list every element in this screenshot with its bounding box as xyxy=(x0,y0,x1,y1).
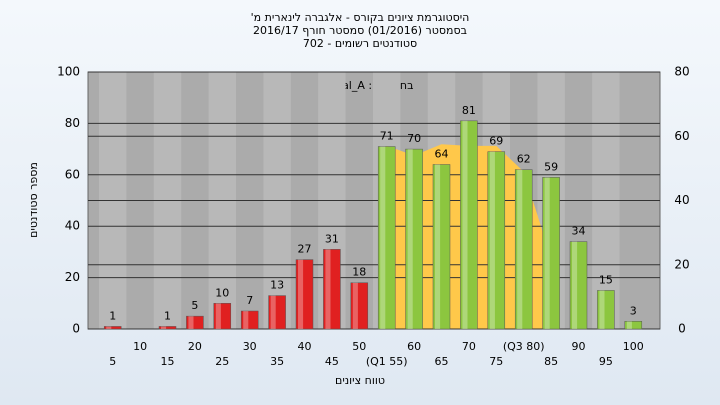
x-tick-label: 45 xyxy=(325,355,339,368)
bar xyxy=(377,146,396,330)
bar xyxy=(542,177,560,330)
bar-shine xyxy=(188,316,194,329)
x-tick-label: 70 xyxy=(462,340,476,353)
x-tick-label: 85 xyxy=(544,355,558,368)
bar xyxy=(103,326,122,330)
chart-subtitle: בסמסטר (01/2016) סמסטר חורף 2016/17 xyxy=(253,24,467,37)
bar-shine xyxy=(161,326,167,329)
x-tick-label: 5 xyxy=(109,355,116,368)
y2-tick-label: 0 xyxy=(678,322,686,336)
bar-shine xyxy=(572,241,578,329)
bar-shine xyxy=(544,177,550,329)
value-label: 10 xyxy=(215,286,229,299)
chart-title: היסטוגרמת ציונים בקורס - אלגברה לינארית … xyxy=(251,11,470,24)
bar xyxy=(213,303,232,330)
x-tick-label: 25 xyxy=(215,355,229,368)
bar xyxy=(624,321,643,330)
x-tick-label: 40 xyxy=(298,340,312,353)
value-label: 81 xyxy=(462,104,476,117)
bar xyxy=(460,120,478,330)
value-label: 70 xyxy=(407,132,421,145)
bar-shine xyxy=(243,311,249,329)
bar-shine xyxy=(325,249,331,329)
value-label: 1 xyxy=(109,309,116,322)
bar-shine xyxy=(215,303,221,329)
y-tick-label: 100 xyxy=(57,65,80,79)
y-tick-label: 60 xyxy=(65,167,80,181)
x-tick-label: 15 xyxy=(161,355,175,368)
bar xyxy=(158,326,177,330)
value-label: 62 xyxy=(517,153,531,166)
value-label: 5 xyxy=(191,299,198,312)
value-label: 7 xyxy=(246,294,253,307)
bar-shine xyxy=(298,259,304,329)
x-tick-label: 35 xyxy=(270,355,284,368)
bar xyxy=(240,310,259,330)
bar-shine xyxy=(106,326,112,329)
bar-shine xyxy=(489,151,495,329)
value-label: 15 xyxy=(599,273,613,286)
x-tick-label: (Q3 80) xyxy=(503,340,545,353)
y-tick-label: 0 xyxy=(72,322,80,336)
bar xyxy=(323,249,341,330)
bar xyxy=(597,290,615,330)
value-label: 3 xyxy=(630,304,637,317)
y-tick-label: 80 xyxy=(65,116,80,130)
y2-tick-label: 60 xyxy=(674,129,689,143)
x-tick-label: 10 xyxy=(133,340,147,353)
y-tick-label: 40 xyxy=(65,219,80,233)
value-label: 71 xyxy=(380,130,394,143)
y2-tick-label: 80 xyxy=(674,65,689,79)
bar xyxy=(487,151,506,330)
value-label: 34 xyxy=(572,225,586,238)
x-tick-label: 50 xyxy=(352,340,366,353)
x-tick-label: 30 xyxy=(243,340,257,353)
bar xyxy=(569,241,588,330)
bar xyxy=(405,148,423,330)
bar xyxy=(432,164,451,330)
bar xyxy=(295,259,314,330)
x-tick-label: 100 xyxy=(623,340,644,353)
bar-shine xyxy=(435,164,441,329)
x-tick-label: 90 xyxy=(572,340,586,353)
x-axis-label: טווח ציונים xyxy=(335,374,385,387)
bar xyxy=(268,295,286,330)
bar-shine xyxy=(407,149,413,329)
value-label: 31 xyxy=(325,232,339,245)
bar xyxy=(186,315,204,330)
bar-shine xyxy=(626,321,632,329)
bar-shine xyxy=(352,282,358,329)
y-tick-label: 20 xyxy=(65,270,80,284)
bar-shine xyxy=(380,146,386,329)
bar-shine xyxy=(270,295,276,329)
bar-shine xyxy=(517,169,523,329)
x-tick-label: 75 xyxy=(489,355,503,368)
y-axis-label: מספר סטודנטים xyxy=(27,162,40,238)
value-label: 1 xyxy=(164,309,171,322)
bar xyxy=(514,169,533,330)
value-label: 64 xyxy=(435,148,449,161)
value-label: 69 xyxy=(489,135,503,148)
value-label: 59 xyxy=(544,160,558,173)
chart-subtitle: סטודנטים רשומים - 702 xyxy=(303,37,417,50)
value-label: 13 xyxy=(270,279,284,292)
x-tick-label: 20 xyxy=(188,340,202,353)
bar-shine xyxy=(599,290,605,329)
y2-tick-label: 20 xyxy=(674,257,689,271)
bar xyxy=(350,282,369,330)
x-tick-label: 65 xyxy=(435,355,449,368)
value-label: 27 xyxy=(298,243,312,256)
value-label: 18 xyxy=(352,266,366,279)
x-tick-label: 95 xyxy=(599,355,613,368)
x-tick-label: (Q1 55) xyxy=(366,355,408,368)
x-tick-label: 60 xyxy=(407,340,421,353)
bar-shine xyxy=(462,120,468,329)
y2-tick-label: 40 xyxy=(674,193,689,207)
